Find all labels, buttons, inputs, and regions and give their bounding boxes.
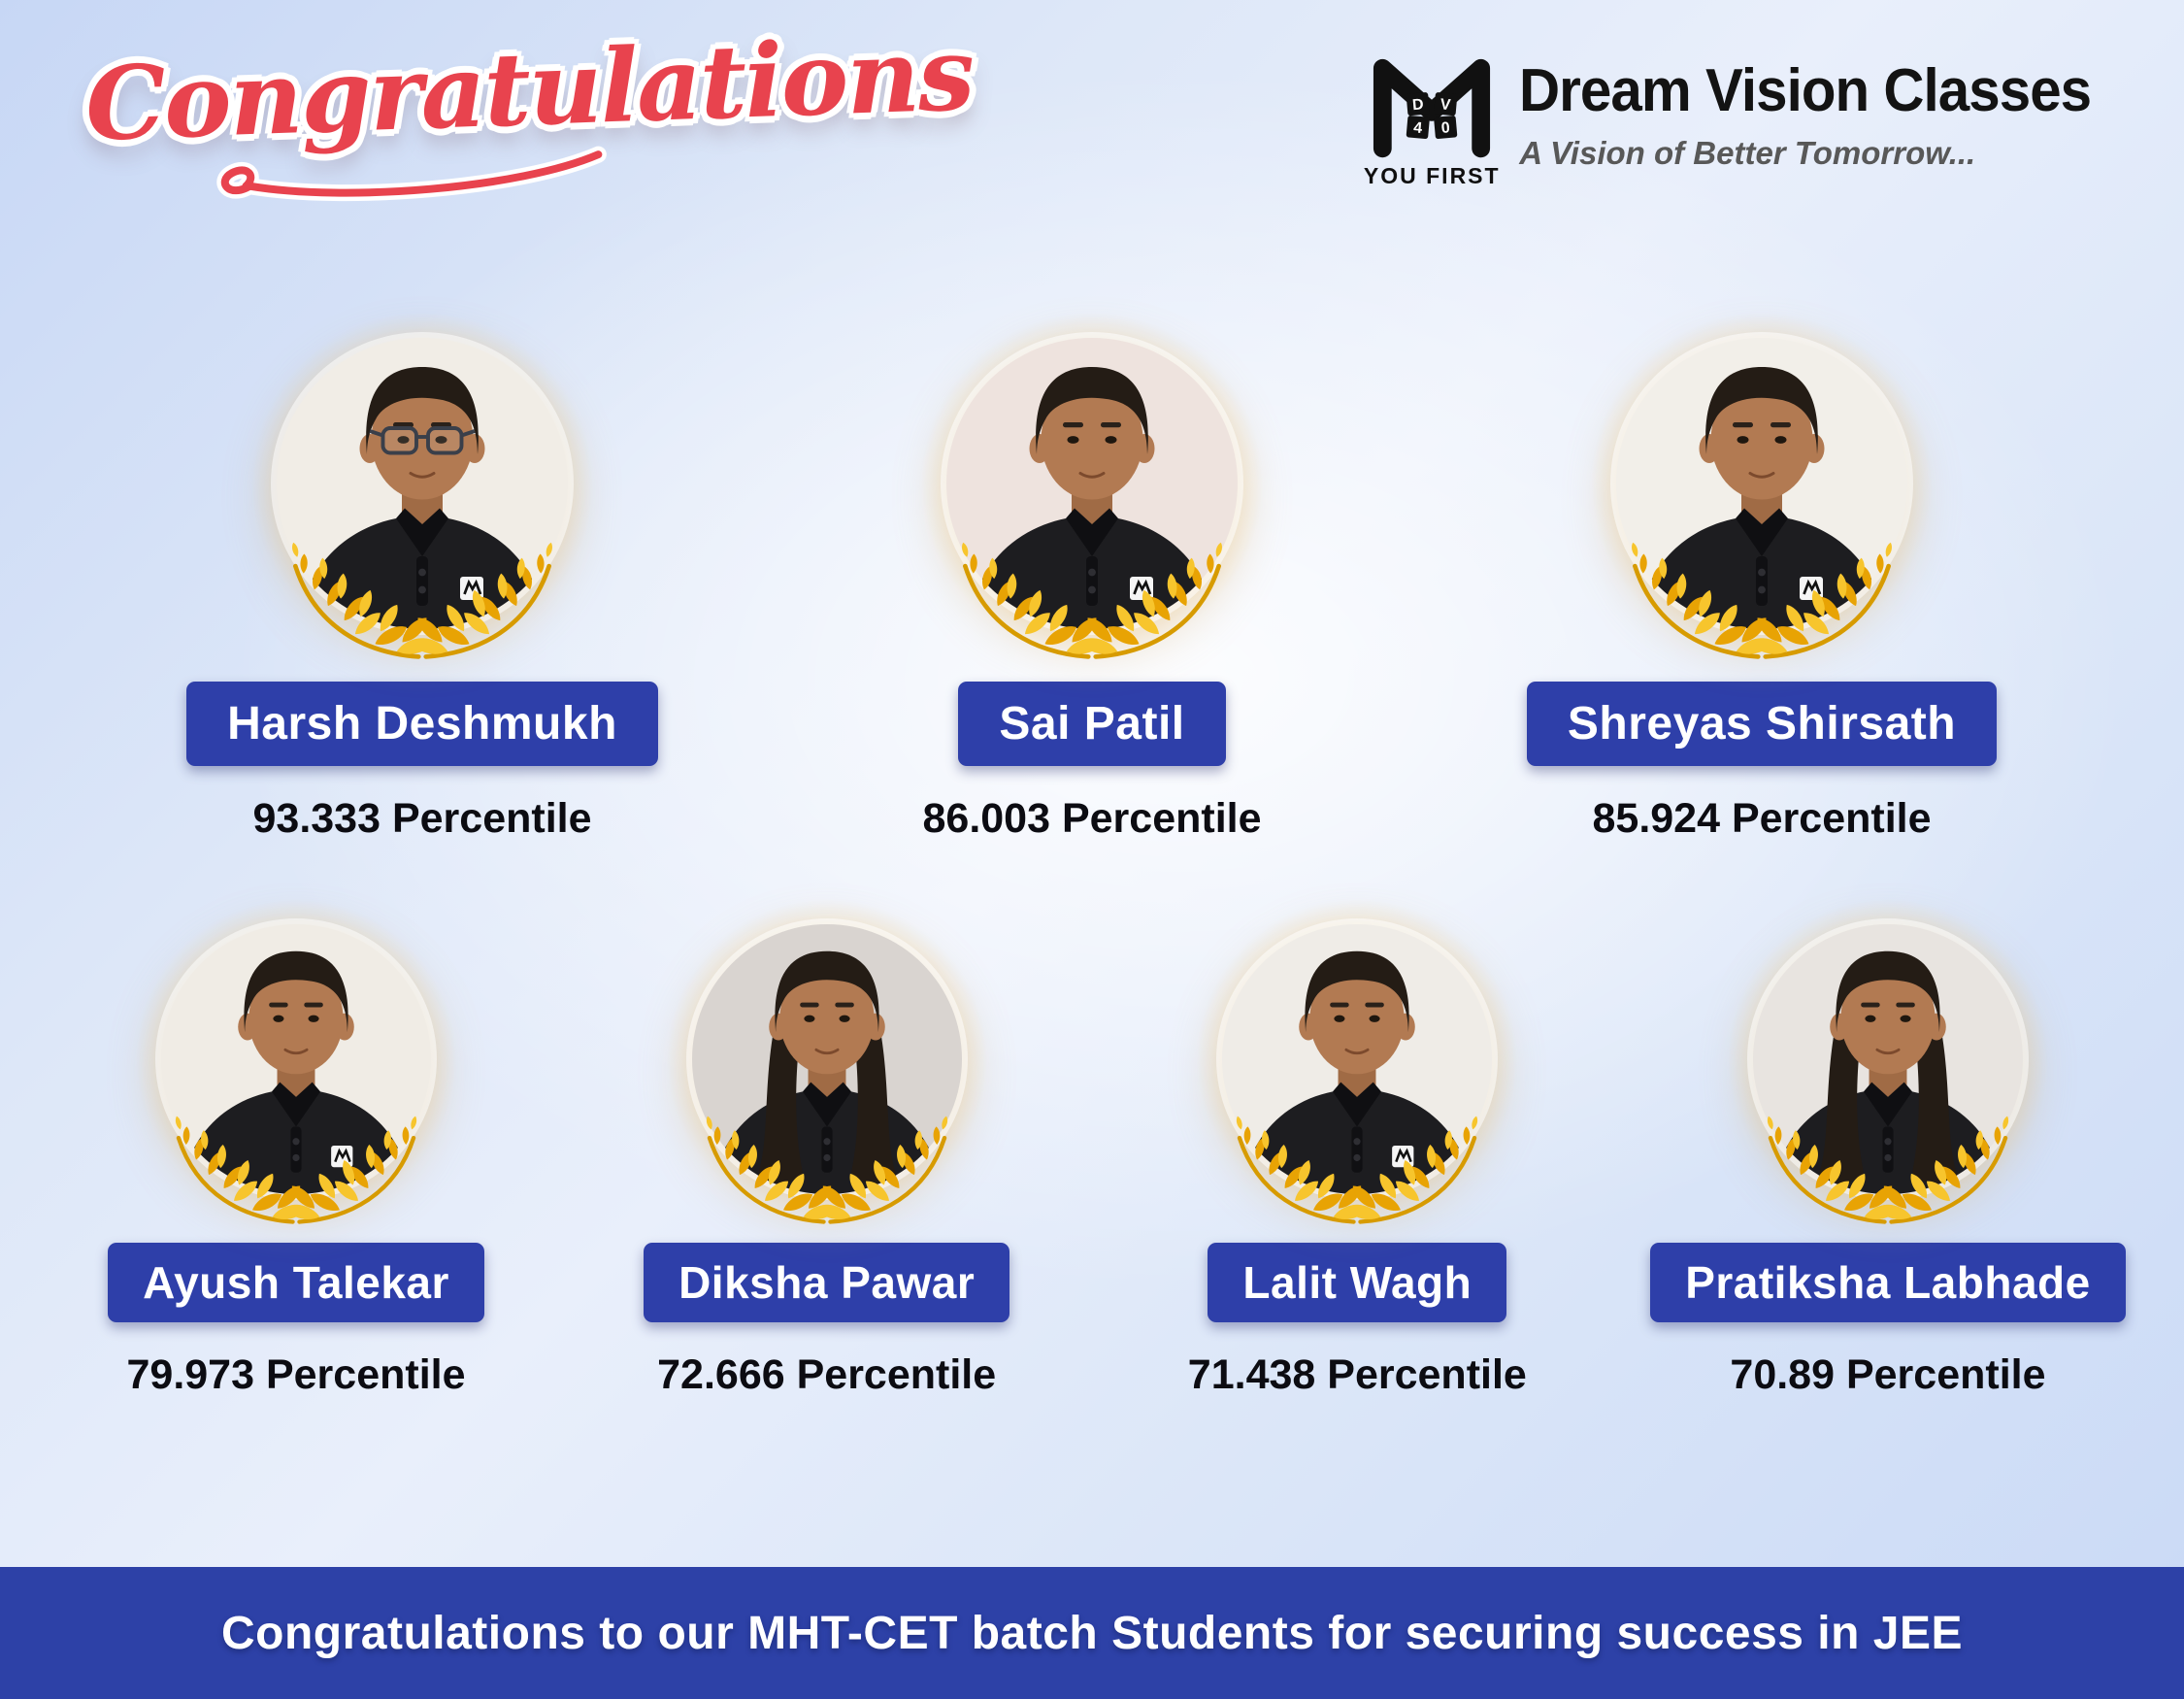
script-flourish-icon	[216, 146, 607, 202]
svg-text:D: D	[1412, 96, 1425, 114]
student-photo-frame	[921, 313, 1263, 629]
student-name-badge: Pratiksha Labhade	[1650, 1243, 2126, 1322]
student-card: Ayush Talekar 79.973 Percentile	[53, 899, 539, 1399]
student-card: Lalit Wagh 71.438 Percentile	[1114, 899, 1600, 1399]
shirt-logo-patch	[1130, 577, 1153, 600]
student-percentile: 72.666 Percentile	[657, 1351, 997, 1398]
student-name-badge: Ayush Talekar	[108, 1243, 484, 1322]
student-name-badge: Sai Patil	[958, 682, 1226, 766]
shirt-logo-patch	[331, 1145, 353, 1168]
student-avatar	[967, 367, 1217, 629]
shirt-logo-patch	[1800, 577, 1823, 600]
svg-text:V: V	[1439, 96, 1451, 114]
student-avatar	[1637, 367, 1887, 629]
student-percentile: 71.438 Percentile	[1187, 1351, 1527, 1398]
student-photo	[691, 924, 962, 1194]
student-name-badge: Diksha Pawar	[644, 1243, 1010, 1322]
student-photo	[1616, 338, 1907, 629]
brand-tagline: A Vision of Better Tomorrow...	[1519, 135, 1976, 171]
student-photo-frame	[1591, 313, 1933, 629]
shirt-logo-patch	[460, 577, 483, 600]
student-percentile: 85.924 Percentile	[1592, 795, 1932, 842]
brand-name: Dream Vision Classes	[1519, 57, 2092, 124]
shirt-logo-patch	[1392, 1145, 1414, 1168]
brand-logo-icon: D V 4 0	[1373, 58, 1491, 158]
student-photo-frame	[666, 899, 987, 1194]
student-avatar	[1771, 950, 2004, 1194]
student-photo-frame	[251, 313, 593, 629]
student-photo	[1752, 924, 2023, 1194]
student-percentile: 70.89 Percentile	[1730, 1351, 2046, 1398]
student-percentile: 79.973 Percentile	[126, 1351, 466, 1398]
student-photo-frame	[1197, 899, 1518, 1194]
bottom-banner: Congratulations to our MHT-CET batch Stu…	[0, 1567, 2184, 1699]
student-card: Pratiksha Labhade 70.89 Percentile	[1645, 899, 2131, 1399]
student-name-badge: Lalit Wagh	[1208, 1243, 1507, 1322]
student-avatar	[1241, 950, 1473, 1194]
student-name-badge: Shreyas Shirsath	[1526, 682, 1998, 766]
student-card: Diksha Pawar 72.666 Percentile	[584, 899, 1070, 1399]
banner-text: Congratulations to our MHT-CET batch Stu…	[220, 1607, 1964, 1659]
student-percentile: 93.333 Percentile	[252, 795, 592, 842]
students-row-1: Harsh Deshmukh 93.333 Percentile	[0, 313, 2184, 843]
svg-text:0: 0	[1440, 119, 1450, 137]
student-photo-frame	[136, 899, 456, 1194]
student-percentile: 86.003 Percentile	[922, 795, 1262, 842]
student-avatar	[297, 367, 547, 629]
brand-logo-caption: YOU FIRST	[1363, 163, 1501, 188]
student-avatar	[711, 950, 943, 1194]
student-photo	[1222, 924, 1493, 1194]
student-photo	[946, 338, 1238, 629]
svg-text:4: 4	[1413, 119, 1423, 137]
student-photo	[161, 924, 431, 1194]
student-photo	[277, 338, 568, 629]
student-card: Sai Patil 86.003 Percentile	[791, 313, 1393, 843]
student-avatar	[180, 950, 413, 1194]
brand-block: D V 4 0 YOU FIRST Dream Vision Classes	[1364, 43, 2128, 189]
student-card: Shreyas Shirsath 85.924 Percentile	[1461, 313, 2063, 843]
student-name-badge: Harsh Deshmukh	[186, 682, 658, 766]
student-card: Harsh Deshmukh 93.333 Percentile	[121, 313, 723, 843]
student-photo-frame	[1727, 899, 2048, 1194]
students-row-2: Ayush Talekar 79.973 Percentile	[0, 899, 2184, 1399]
